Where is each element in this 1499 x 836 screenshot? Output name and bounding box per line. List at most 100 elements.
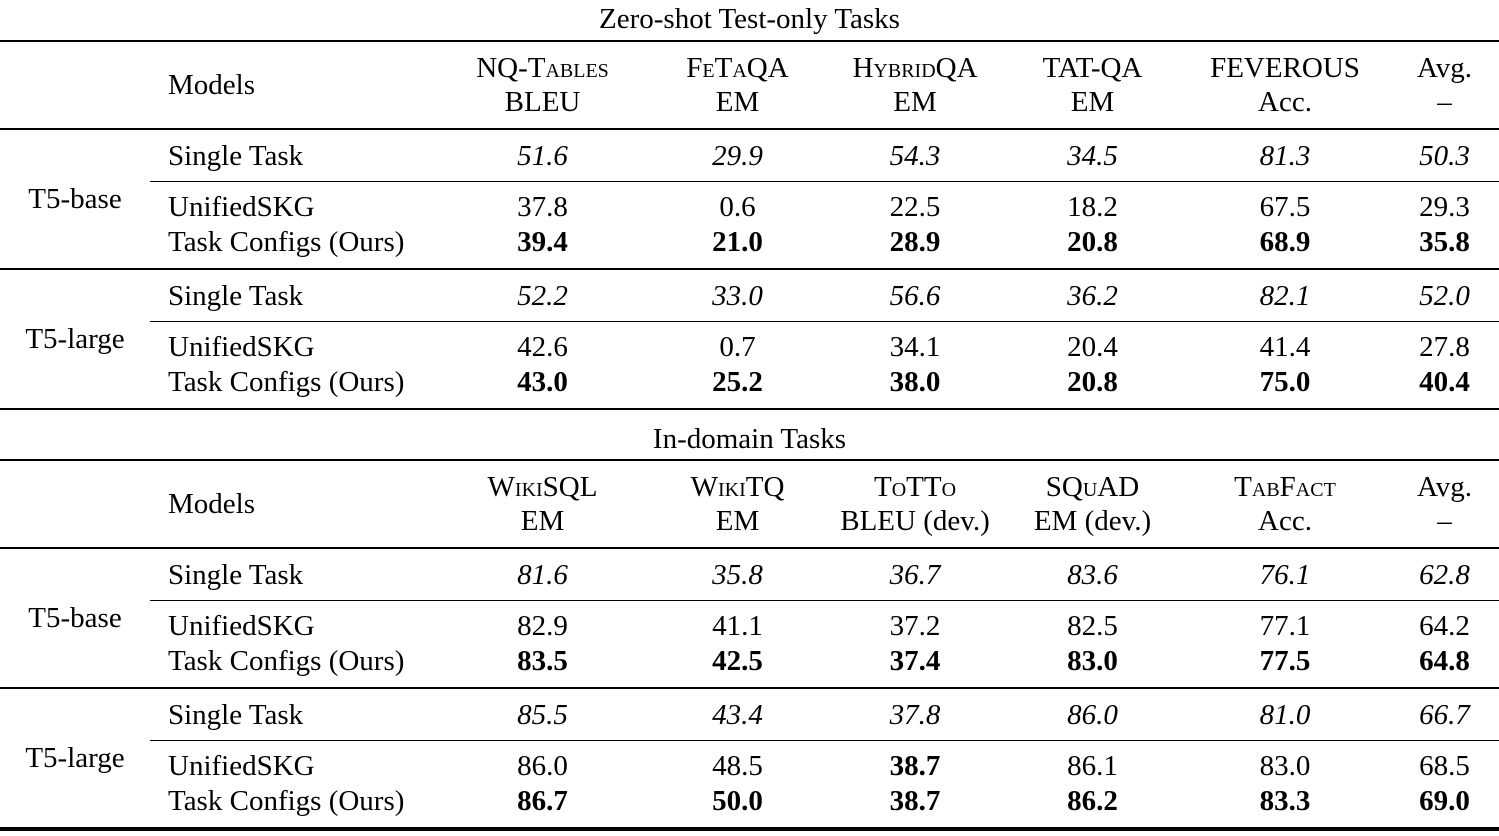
score-cell: 28.9 [825,225,1005,270]
metric-name: EM [715,505,760,537]
score-cell: 68.9 [1180,225,1390,270]
score-cell: 42.5 [650,644,825,689]
score-cell: 34.5 [1005,129,1180,182]
score-cell: 50.0 [650,784,825,830]
column-header: FeTaQA EM [650,41,825,130]
model-name: Single Task [150,269,435,322]
score-cell: 0.6 [719,191,756,223]
dataset-name: NQ-Tables [476,52,609,84]
section-in-domain-tasks: In-domain Tasks Models WikiSQL EM WikiTQ EM To… [0,410,1499,831]
score-cell: 22.5 [889,191,941,223]
table-row: Task Configs (Ours) 43.0 25.2 38.0 20.8 75.0 4… [0,365,1499,410]
score-cell: 40.4 [1390,365,1499,410]
model-name: Single Task [150,688,435,741]
table-row: UnifiedSKG 82.9 41.1 37.2 82.5 77.1 64.2 [0,601,1499,645]
dataset-name: WikiTQ [690,471,785,503]
score-cell: 38.0 [825,365,1005,410]
score-cell: 86.1 [1067,750,1118,782]
table-row: Task Configs (Ours) 39.4 21.0 28.9 20.8 68.9 3… [0,225,1499,270]
table-row: UnifiedSKG 37.8 0.6 22.5 18.2 67.5 29.3 [0,182,1499,226]
header-row: Models NQ-Tables BLEU FeTaQA EM HybridQA EM TAT… [0,41,1499,130]
score-cell: 75.0 [1180,365,1390,410]
model-name: Task Configs (Ours) [150,644,435,689]
dataset-name: WikiSQL [487,471,598,503]
results-table: Models NQ-Tables BLEU FeTaQA EM HybridQA EM TAT… [0,40,1499,410]
results-table: Models WikiSQL EM WikiTQ EM ToTTo BLEU (dev.) S… [0,459,1499,831]
score-cell: 18.2 [1067,191,1118,223]
group-label: T5-base [0,129,150,270]
column-header: WikiTQ EM [650,460,825,549]
dataset-name: ToTTo [873,471,957,503]
header-row: Models WikiSQL EM WikiTQ EM ToTTo BLEU (dev.) S… [0,460,1499,549]
score-cell: 67.5 [1259,191,1311,223]
table-row: T5-base Single Task 81.6 35.8 36.7 83.6 76.1 62… [0,548,1499,689]
score-cell: 43.4 [650,688,825,741]
score-cell: 52.2 [435,269,650,322]
score-cell: 86.7 [435,784,650,830]
dataset-name: Avg. [1416,52,1473,84]
column-header: TabFact Acc. [1180,460,1390,549]
score-cell: 36.7 [825,548,1005,601]
dataset-name: HybridQA [852,52,978,84]
score-cell: 39.4 [435,225,650,270]
score-cell: 81.6 [435,548,650,601]
model-name: UnifiedSKG [168,610,315,642]
dataset-name: SQuAD [1045,471,1140,503]
score-cell: 83.5 [435,644,650,689]
column-header: FEVEROUS Acc. [1180,41,1390,130]
model-name: Task Configs (Ours) [150,365,435,410]
metric-name: BLEU [504,86,581,118]
score-cell: 66.7 [1390,688,1499,741]
metric-name: Acc. [1258,86,1312,118]
column-header: Avg. – [1390,41,1499,130]
score-cell: 35.8 [1390,225,1499,270]
table-row: UnifiedSKG 86.0 48.5 38.7 86.1 83.0 68.5 [0,741,1499,785]
score-cell: 21.0 [650,225,825,270]
metric-name: EM (dev.) [1033,505,1152,537]
model-name: Single Task [150,548,435,601]
score-cell: 36.2 [1005,269,1180,322]
model-name: Single Task [150,129,435,182]
metric-name: EM [520,505,565,537]
group-label: T5-large [0,269,150,410]
score-cell: 69.0 [1390,784,1499,830]
table-row: UnifiedSKG 42.6 0.7 34.1 20.4 41.4 27.8 [0,322,1499,366]
score-cell: 29.9 [650,129,825,182]
score-cell: 77.5 [1180,644,1390,689]
column-header: Avg. – [1390,460,1499,549]
score-cell: 20.8 [1005,225,1180,270]
score-cell: 64.8 [1390,644,1499,689]
score-cell: 41.1 [712,610,763,642]
score-cell: 20.8 [1005,365,1180,410]
metric-name: EM [1070,86,1115,118]
score-cell: 62.8 [1390,548,1499,601]
score-cell: 85.5 [435,688,650,741]
score-cell: 48.5 [712,750,763,782]
score-cell: 81.3 [1180,129,1390,182]
score-cell: 81.0 [1180,688,1390,741]
score-cell: 83.0 [1005,644,1180,689]
column-header: SQuAD EM (dev.) [1005,460,1180,549]
score-cell: 0.7 [719,331,756,363]
metric-name: – [1437,86,1452,118]
score-cell: 38.7 [825,784,1005,830]
metric-name: – [1437,505,1452,537]
dataset-name: FeTaQA [686,52,789,84]
model-name: UnifiedSKG [168,191,315,223]
score-cell: 41.4 [1259,331,1311,363]
dataset-name: TabFact [1234,471,1336,503]
score-cell: 42.6 [517,331,568,363]
score-cell: 76.1 [1180,548,1390,601]
dataset-name: FEVEROUS [1210,52,1360,84]
model-name: UnifiedSKG [168,750,315,782]
score-cell: 82.9 [517,610,568,642]
score-cell: 27.8 [1419,331,1470,363]
table-row: T5-base Single Task 51.6 29.9 54.3 34.5 81.3 50… [0,129,1499,270]
column-header: HybridQA EM [825,41,1005,130]
model-name: Task Configs (Ours) [150,784,435,830]
score-cell: 37.8 [517,191,568,223]
score-cell: 34.1 [889,331,941,363]
table-row: T5-large Single Task 52.2 33.0 56.6 36.2 82.1 5… [0,269,1499,410]
dataset-name: TAT-QA [1042,52,1143,84]
